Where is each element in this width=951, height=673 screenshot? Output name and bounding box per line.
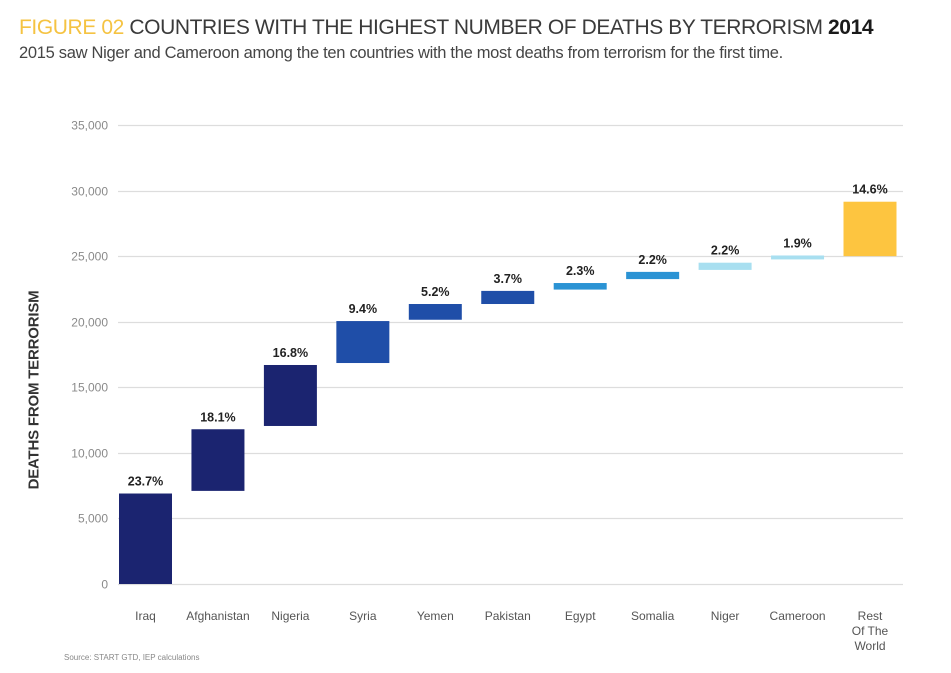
data-label: 16.8%	[273, 346, 308, 360]
chart-subtitle: 2015 saw Niger and Cameroon among the te…	[19, 44, 783, 62]
data-label: 3.7%	[494, 272, 523, 286]
y-tick-label: 30,000	[71, 185, 108, 199]
bar-syria	[336, 321, 390, 364]
bars	[119, 201, 897, 584]
x-axis-categories: Iraq Afghanistan Nigeria Syria Yemen Pakistan…	[135, 609, 888, 653]
y-tick-label: 35,000	[71, 119, 108, 133]
x-tick-label: Afghanistan	[186, 609, 249, 623]
data-label: 2.3%	[566, 264, 595, 278]
x-tick-label: Nigeria	[271, 609, 309, 623]
bar-iraq	[119, 493, 172, 584]
data-label: 2.2%	[638, 253, 667, 267]
data-label: 1.9%	[783, 236, 812, 250]
bar-nigeria	[263, 364, 317, 426]
y-tick-label: 10,000	[71, 447, 108, 461]
data-label: 2.2%	[711, 244, 740, 258]
bar-egypt	[553, 283, 607, 290]
data-label: 14.6%	[852, 183, 887, 197]
x-tick-label: Niger	[711, 609, 740, 623]
x-tick-label: Rest Of The World	[852, 609, 889, 653]
y-tick-label: 0	[101, 578, 108, 592]
x-tick-label: Iraq	[135, 609, 156, 623]
x-tick-label: Yemen	[417, 609, 454, 623]
y-axis-ticks: 0 5,000 10,000 15,000 20,000 25,000 30,000 35,0…	[71, 119, 108, 592]
bar-pakistan	[481, 290, 535, 305]
data-labels: 23.7% 18.1% 16.8% 9.4% 5.2% 3.7% 2.3% 2.2% 2.2% 1…	[128, 183, 888, 489]
x-tick-label: Pakistan	[485, 609, 531, 623]
y-tick-label: 15,000	[71, 381, 108, 395]
x-tick-label: Cameroon	[770, 609, 826, 623]
data-label: 18.1%	[200, 410, 235, 424]
source-note: Source: START GTD, IEP calculations	[64, 653, 200, 662]
bar-somalia	[626, 271, 680, 280]
x-tick-label: Syria	[349, 609, 377, 623]
bar-afghanistan	[191, 429, 245, 491]
bar-cameroon	[771, 255, 825, 260]
y-tick-label: 5,000	[78, 512, 108, 526]
data-label: 5.2%	[421, 285, 450, 299]
x-tick-label: Egypt	[565, 609, 596, 623]
title-main: COUNTRIES WITH THE HIGHEST NUMBER OF DEA…	[123, 16, 829, 39]
gridlines	[118, 124, 903, 586]
bar-niger	[698, 262, 752, 270]
bar-yemen	[408, 304, 462, 320]
data-label: 23.7%	[128, 475, 163, 489]
y-tick-label: 20,000	[71, 316, 108, 330]
y-tick-label: 25,000	[71, 250, 108, 264]
chart-title: FIGURE 02 COUNTRIES WITH THE HIGHEST NUM…	[19, 16, 874, 40]
x-tick-label: Somalia	[631, 609, 675, 623]
figure-label: FIGURE 02	[19, 16, 124, 39]
data-label: 9.4%	[349, 302, 378, 316]
title-year: 2014	[828, 16, 874, 39]
bar-rest-of-the-world	[843, 201, 897, 257]
